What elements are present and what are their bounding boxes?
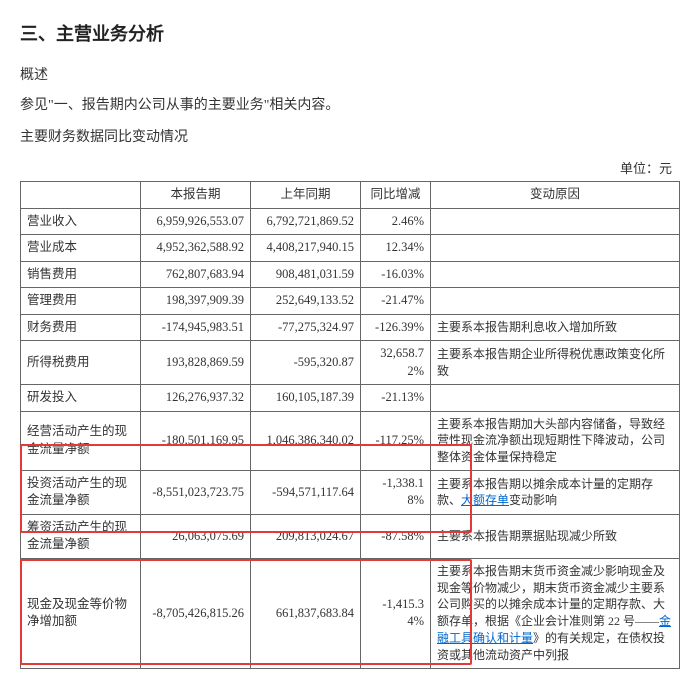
row-current: 762,807,683.94 bbox=[141, 261, 251, 288]
table-row: 现金及现金等价物净增加额 -8,705,426,815.26 661,837,6… bbox=[21, 558, 680, 668]
row-label: 经营活动产生的现金流量净额 bbox=[21, 411, 141, 470]
row-current: 26,063,075.69 bbox=[141, 514, 251, 558]
col-header-current: 本报告期 bbox=[141, 182, 251, 209]
col-header-change: 同比增减 bbox=[361, 182, 431, 209]
row-previous: -595,320.87 bbox=[251, 341, 361, 385]
row-previous: 661,837,683.84 bbox=[251, 558, 361, 668]
row-current: 198,397,909.39 bbox=[141, 288, 251, 315]
col-header-previous: 上年同期 bbox=[251, 182, 361, 209]
table-row: 筹资活动产生的现金流量净额 26,063,075.69 209,813,024.… bbox=[21, 514, 680, 558]
table-row: 营业收入 6,959,926,553.07 6,792,721,869.52 2… bbox=[21, 208, 680, 235]
row-label: 营业成本 bbox=[21, 235, 141, 262]
row-pct: 32,658.72% bbox=[361, 341, 431, 385]
row-label: 营业收入 bbox=[21, 208, 141, 235]
row-reason: 主要系本报告期利息收入增加所致 bbox=[431, 314, 680, 341]
row-label: 研发投入 bbox=[21, 385, 141, 412]
row-current: 4,952,362,588.92 bbox=[141, 235, 251, 262]
overview-label: 概述 bbox=[20, 64, 680, 84]
table-row: 投资活动产生的现金流量净额 -8,551,023,723.75 -594,571… bbox=[21, 470, 680, 514]
row-reason: 主要系本报告期票据贴现减少所致 bbox=[431, 514, 680, 558]
row-previous: 209,813,024.67 bbox=[251, 514, 361, 558]
row-reason: 主要系本报告期加大头部内容储备，导致经营性现金流净额出现短期性下降波动，公司整体… bbox=[431, 411, 680, 470]
row-pct: -87.58% bbox=[361, 514, 431, 558]
table-row: 经营活动产生的现金流量净额 -180,501,169.95 1,046,386,… bbox=[21, 411, 680, 470]
row-current: -180,501,169.95 bbox=[141, 411, 251, 470]
reason-link[interactable]: 大额存单 bbox=[461, 493, 509, 507]
row-reason: 主要系本报告期企业所得税优惠政策变化所致 bbox=[431, 341, 680, 385]
table-header-row: 本报告期 上年同期 同比增减 变动原因 bbox=[21, 182, 680, 209]
row-pct: -21.13% bbox=[361, 385, 431, 412]
row-label: 管理费用 bbox=[21, 288, 141, 315]
row-current: -174,945,983.51 bbox=[141, 314, 251, 341]
row-reason bbox=[431, 261, 680, 288]
row-pct: -1,338.18% bbox=[361, 470, 431, 514]
row-previous: -77,275,324.97 bbox=[251, 314, 361, 341]
table-row: 营业成本 4,952,362,588.92 4,408,217,940.15 1… bbox=[21, 235, 680, 262]
row-previous: 252,649,133.52 bbox=[251, 288, 361, 315]
table-row: 销售费用 762,807,683.94 908,481,031.59 -16.0… bbox=[21, 261, 680, 288]
row-reason bbox=[431, 385, 680, 412]
row-label: 投资活动产生的现金流量净额 bbox=[21, 470, 141, 514]
row-previous: 160,105,187.39 bbox=[251, 385, 361, 412]
subheading: 主要财务数据同比变动情况 bbox=[20, 126, 680, 146]
row-previous: -594,571,117.64 bbox=[251, 470, 361, 514]
financial-table: 本报告期 上年同期 同比增减 变动原因 营业收入 6,959,926,553.0… bbox=[20, 181, 680, 669]
col-header-blank bbox=[21, 182, 141, 209]
row-current: -8,705,426,815.26 bbox=[141, 558, 251, 668]
unit-label: 单位：元 bbox=[20, 158, 680, 177]
row-previous: 4,408,217,940.15 bbox=[251, 235, 361, 262]
row-current: 6,959,926,553.07 bbox=[141, 208, 251, 235]
row-previous: 1,046,386,340.02 bbox=[251, 411, 361, 470]
row-label: 财务费用 bbox=[21, 314, 141, 341]
reason-text-post: 变动影响 bbox=[509, 493, 557, 507]
row-pct: -1,415.34% bbox=[361, 558, 431, 668]
table-row: 管理费用 198,397,909.39 252,649,133.52 -21.4… bbox=[21, 288, 680, 315]
reason-text-pre: 主要系本报告期末货币资金减少影响现金及现金等价物减少，期末货币资金减少主要系公司… bbox=[437, 564, 665, 628]
table-row: 所得税费用 193,828,869.59 -595,320.87 32,658.… bbox=[21, 341, 680, 385]
row-pct: 12.34% bbox=[361, 235, 431, 262]
row-reason: 主要系本报告期末货币资金减少影响现金及现金等价物减少，期末货币资金减少主要系公司… bbox=[431, 558, 680, 668]
row-pct: -16.03% bbox=[361, 261, 431, 288]
col-header-reason: 变动原因 bbox=[431, 182, 680, 209]
row-pct: -117.25% bbox=[361, 411, 431, 470]
table-wrapper: 本报告期 上年同期 同比增减 变动原因 营业收入 6,959,926,553.0… bbox=[20, 181, 680, 669]
table-row: 财务费用 -174,945,983.51 -77,275,324.97 -126… bbox=[21, 314, 680, 341]
row-reason bbox=[431, 208, 680, 235]
row-reason: 主要系本报告期以摊余成本计量的定期存款、大额存单变动影响 bbox=[431, 470, 680, 514]
section-heading: 三、主营业务分析 bbox=[20, 20, 680, 46]
row-label: 销售费用 bbox=[21, 261, 141, 288]
row-reason bbox=[431, 288, 680, 315]
reference-line: 参见"一、报告期内公司从事的主要业务"相关内容。 bbox=[20, 94, 680, 114]
row-previous: 908,481,031.59 bbox=[251, 261, 361, 288]
row-previous: 6,792,721,869.52 bbox=[251, 208, 361, 235]
row-pct: -126.39% bbox=[361, 314, 431, 341]
row-pct: 2.46% bbox=[361, 208, 431, 235]
row-current: -8,551,023,723.75 bbox=[141, 470, 251, 514]
row-reason bbox=[431, 235, 680, 262]
row-current: 193,828,869.59 bbox=[141, 341, 251, 385]
row-label: 所得税费用 bbox=[21, 341, 141, 385]
row-label: 现金及现金等价物净增加额 bbox=[21, 558, 141, 668]
row-current: 126,276,937.32 bbox=[141, 385, 251, 412]
table-row: 研发投入 126,276,937.32 160,105,187.39 -21.1… bbox=[21, 385, 680, 412]
row-label: 筹资活动产生的现金流量净额 bbox=[21, 514, 141, 558]
row-pct: -21.47% bbox=[361, 288, 431, 315]
